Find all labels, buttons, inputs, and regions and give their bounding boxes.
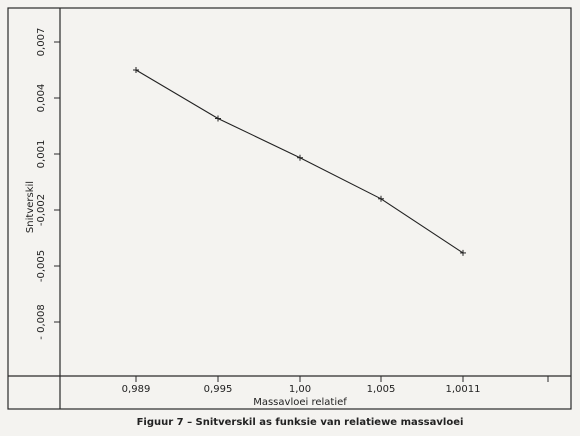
data-point-marker: [460, 249, 466, 256]
x-axis-title: Massavloei relatief: [253, 397, 347, 408]
x-tick-label: 1,005: [367, 384, 396, 395]
x-tick-label: 0,995: [204, 384, 233, 395]
y-tick-label: - 0,008: [36, 304, 47, 339]
y-tick-label: -0,005: [36, 250, 47, 282]
data-point-marker: [133, 67, 139, 73]
y-tick-label: 0,001: [36, 140, 47, 169]
y-tick-label: -0,002: [36, 194, 47, 226]
data-point-marker: [378, 195, 384, 202]
data-point-marker: [215, 115, 221, 122]
data-point-marker: [297, 154, 303, 161]
y-tick-label: 0,004: [36, 84, 47, 113]
x-ticks: 0,989 0,995 1,00 1,005 1,0011: [122, 376, 549, 395]
series-line: [135, 69, 464, 254]
outer-frame: [7, 7, 572, 410]
series-layer: [133, 67, 466, 256]
y-ticks: 0,007 0,004 0,001 -0,002 -0,005 - 0,008: [36, 28, 60, 340]
y-tick-label: 0,007: [36, 28, 47, 57]
y-axis-title: Snitverskil: [25, 181, 36, 233]
x-tick-label: 1,00: [289, 384, 311, 395]
figure-caption: Figuur 7 – Snitverskil as funksie van re…: [137, 417, 464, 428]
x-tick-label: 0,989: [122, 384, 151, 395]
x-tick-label: 1,0011: [446, 384, 481, 395]
